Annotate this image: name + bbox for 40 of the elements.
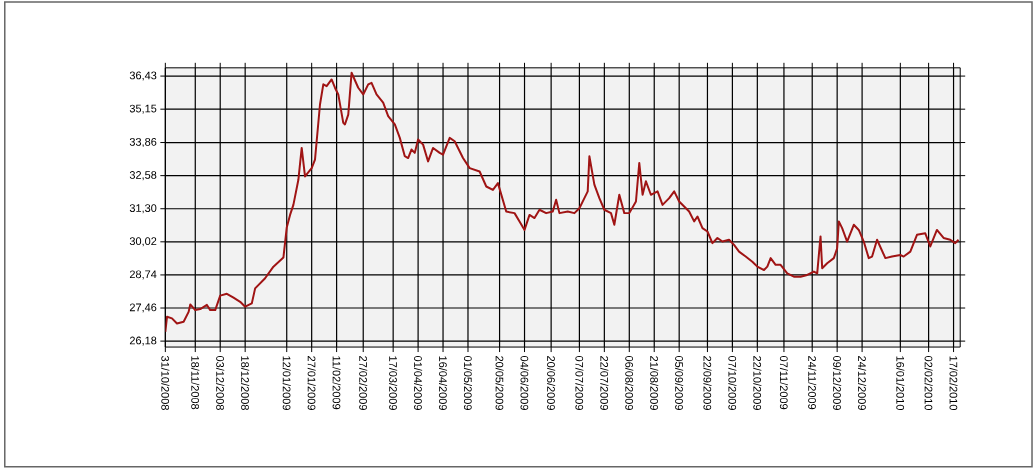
x-tick-label: 11/02/2009 — [332, 356, 341, 410]
x-tick-label: 07/10/2009 — [728, 356, 737, 411]
y-tick-label: 36,43 — [129, 71, 157, 81]
x-tick-label: 09/12/2009 — [833, 356, 842, 411]
y-tick-label: 33,86 — [129, 138, 157, 148]
y-tick-label: 27,46 — [129, 303, 157, 313]
x-tick-label: 22/09/2009 — [703, 356, 712, 411]
x-tick-label: 01/05/2009 — [463, 356, 473, 411]
x-tick-label: 05/09/2009 — [675, 356, 684, 411]
x-tick-label: 24/11/2009 — [808, 356, 817, 410]
x-tick-label: 24/12/2009 — [858, 356, 867, 411]
x-tick-label: 18/11/2008 — [191, 356, 200, 410]
x-tick-label: 07/07/2009 — [575, 356, 584, 411]
y-tick-label: 31,30 — [129, 204, 157, 214]
x-tick-label: 02/02/2010 — [924, 356, 933, 411]
x-tick-label: 16/01/2010 — [896, 356, 905, 411]
x-tick-label: 22/07/2009 — [600, 356, 609, 411]
x-tick-label: 06/08/2009 — [625, 356, 634, 411]
x-tick-label: 16/04/2009 — [439, 356, 448, 411]
x-tick-label: 20/05/2009 — [495, 356, 504, 411]
y-tick-label: 32,58 — [129, 171, 157, 181]
x-tick-label: 31/10/2008 — [161, 356, 170, 411]
x-tick-label: 18/12/2008 — [241, 356, 250, 411]
y-tick-label: 26,18 — [129, 336, 157, 346]
x-tick-label: 03/12/2008 — [216, 356, 225, 411]
x-tick-label: 17/02/2010 — [949, 356, 958, 411]
x-tick-label: 01/04/2009 — [414, 356, 423, 411]
x-tick-label: 17/03/2009 — [389, 356, 398, 411]
x-tick-label: 27/01/2009 — [307, 356, 316, 411]
y-tick-label: 28,74 — [129, 270, 157, 280]
x-tick-label: 21/08/2009 — [650, 356, 659, 411]
line-series — [165, 71, 960, 333]
y-tick-label: 30,02 — [129, 237, 157, 247]
x-tick-label: 22/10/2009 — [753, 356, 762, 411]
x-tick-label: 27/02/2009 — [359, 356, 368, 411]
x-tick-label: 20/06/2009 — [547, 356, 556, 411]
x-tick-label: 07/11/2009 — [779, 356, 788, 410]
x-tick-label: 04/06/2009 — [520, 356, 529, 411]
y-tick-label: 35,15 — [129, 104, 157, 114]
x-tick-label: 12/01/2009 — [282, 356, 291, 411]
